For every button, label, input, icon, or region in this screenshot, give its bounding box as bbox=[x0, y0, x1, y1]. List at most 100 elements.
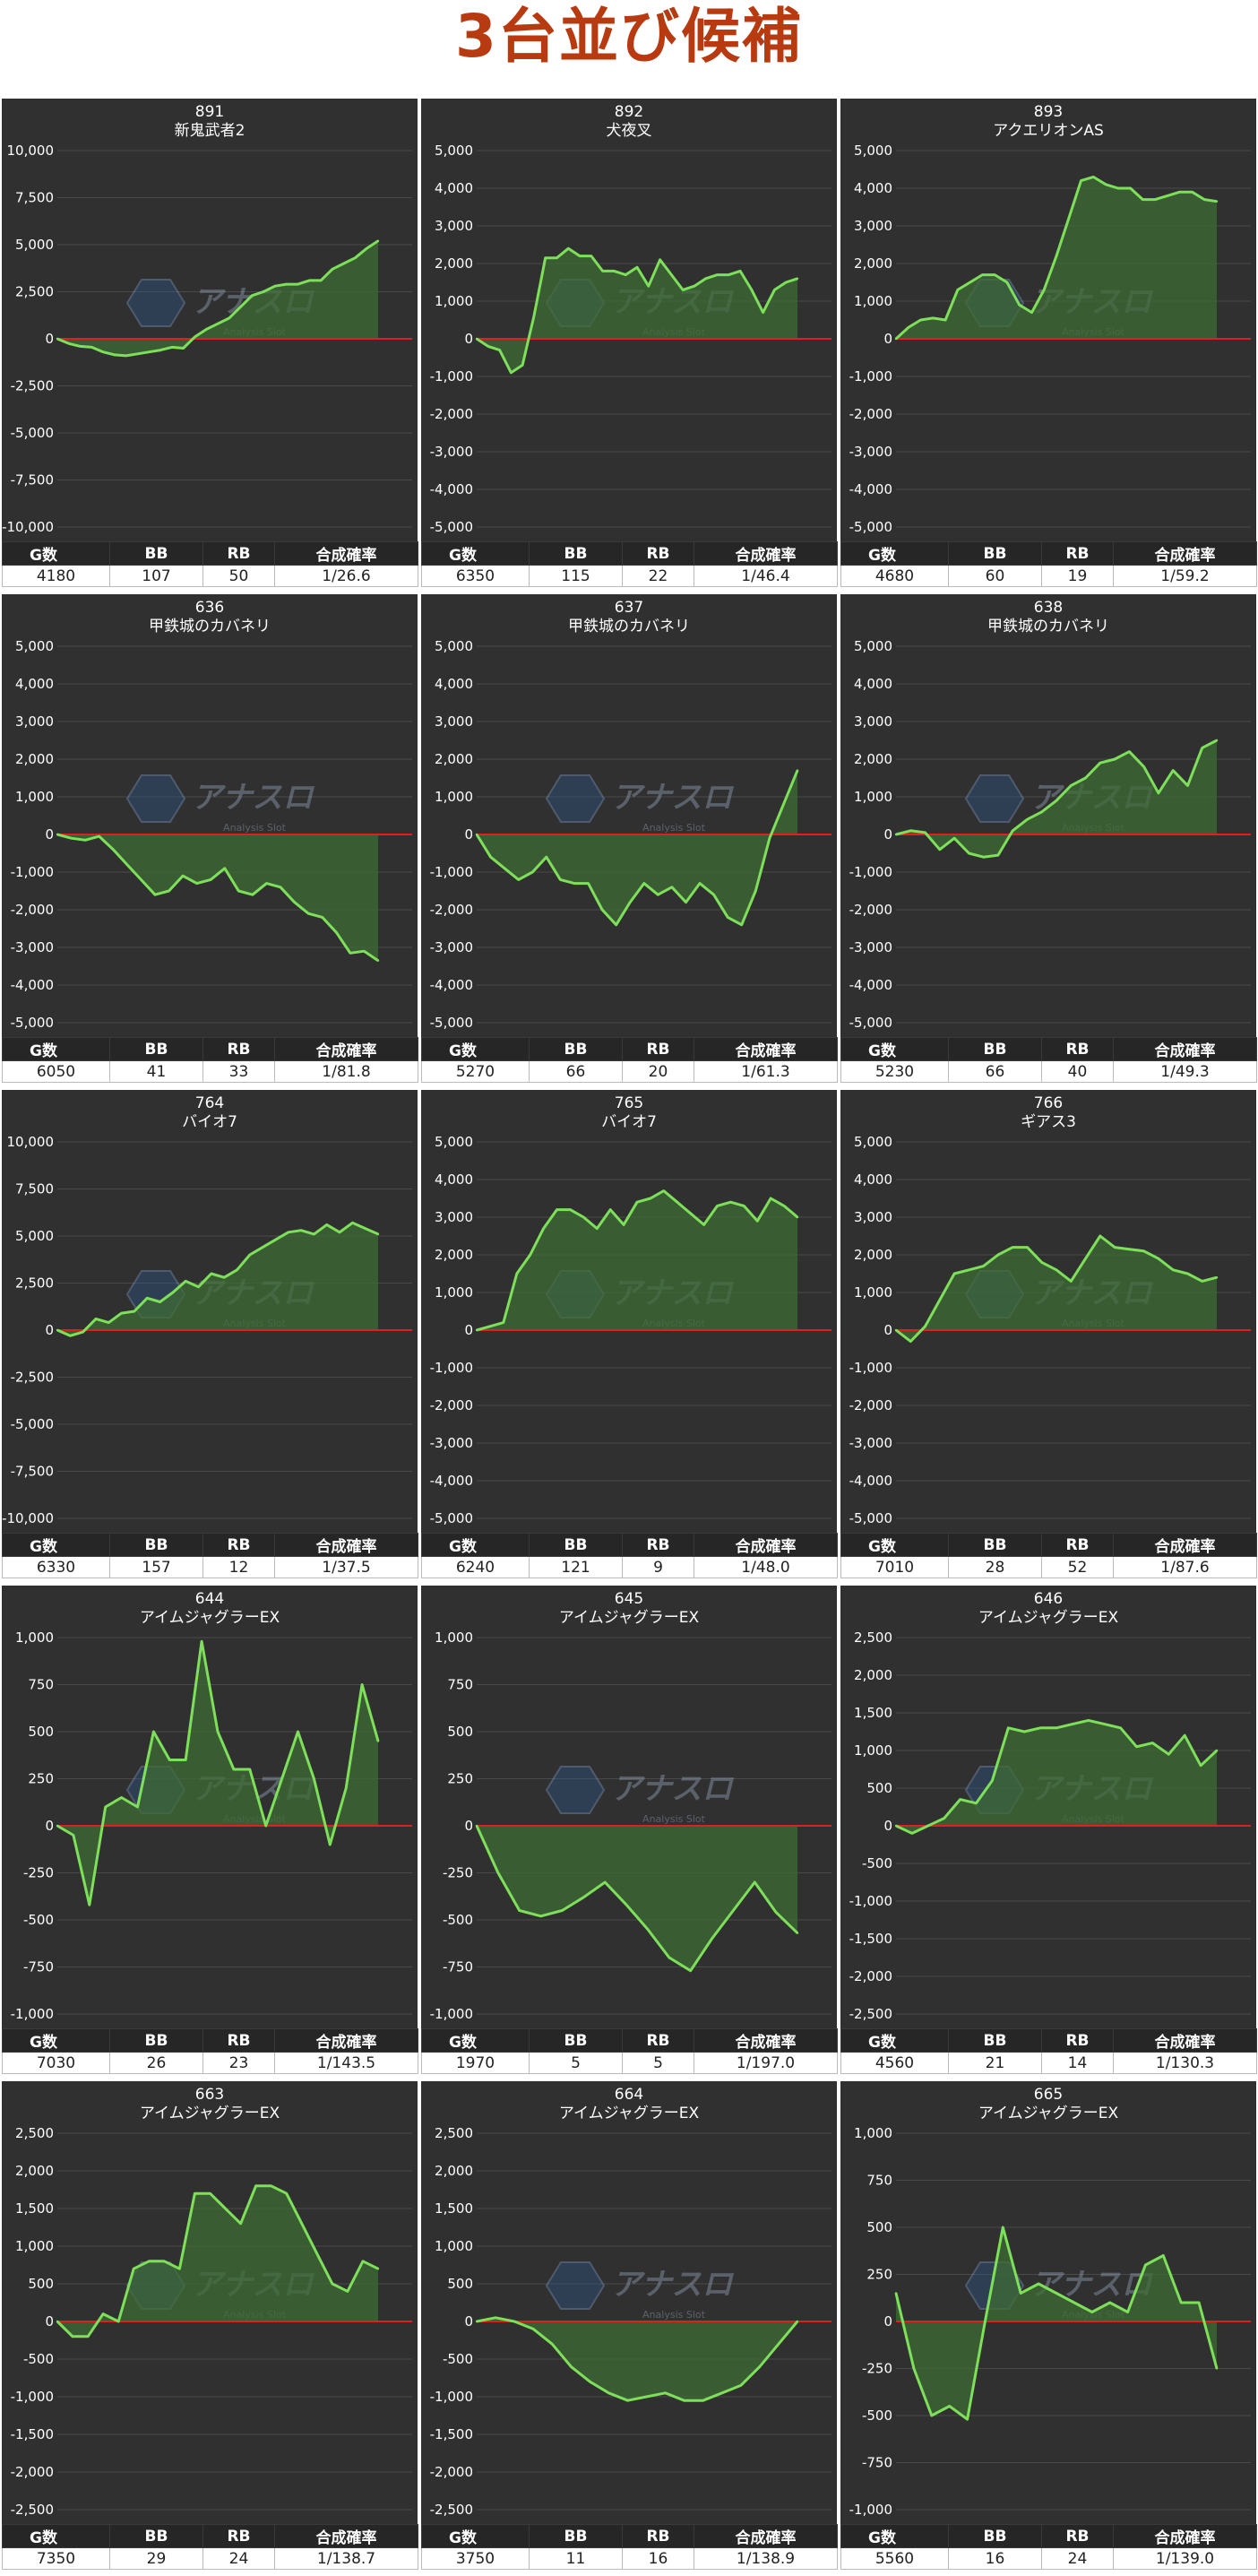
data-point bbox=[136, 1805, 139, 1809]
data-point bbox=[104, 1805, 107, 1809]
data-point bbox=[542, 1227, 545, 1230]
y-tick-label: -2,000 bbox=[11, 2464, 54, 2480]
stats-header: BB bbox=[529, 541, 623, 566]
data-point bbox=[108, 1321, 110, 1324]
stats-table: G数 BB RB 合成確率 6050 41 33 1/81.8 bbox=[2, 1037, 418, 1083]
data-point bbox=[909, 829, 912, 832]
y-tick-label: -1,000 bbox=[430, 1360, 473, 1376]
y-tick-label: -3,000 bbox=[430, 939, 473, 955]
data-point bbox=[1018, 304, 1021, 307]
data-point bbox=[1168, 1753, 1170, 1756]
data-point bbox=[223, 867, 226, 869]
y-tick-label: 1,000 bbox=[435, 1284, 473, 1301]
stats-header: G数 bbox=[2, 541, 110, 566]
series-area bbox=[57, 834, 378, 961]
y-tick-label: -2,000 bbox=[849, 1968, 892, 1984]
data-point bbox=[1073, 2301, 1076, 2304]
data-point bbox=[360, 1683, 364, 1686]
data-point bbox=[1070, 1280, 1073, 1283]
data-point bbox=[894, 1824, 898, 1828]
chart-panel: 764 バイオ7 10,000 7,500 5,000 2,500 0 -2,500 -5,00… bbox=[2, 1090, 418, 1585]
watermark-tagline: Analysis Slot bbox=[642, 1813, 706, 1825]
data-point bbox=[1191, 191, 1193, 194]
data-point bbox=[140, 878, 142, 881]
y-tick-label: -4,000 bbox=[849, 977, 892, 993]
data-point bbox=[716, 273, 719, 276]
stat-probability: 1/143.5 bbox=[274, 2052, 418, 2074]
data-point bbox=[279, 886, 282, 888]
data-point bbox=[315, 2252, 318, 2255]
y-tick-label: -2,500 bbox=[849, 2006, 892, 2022]
data-point bbox=[1040, 1261, 1043, 1264]
y-tick-label: 2,500 bbox=[15, 1275, 54, 1292]
data-point bbox=[740, 923, 743, 926]
watermark-brand: アナスロ bbox=[611, 780, 734, 816]
data-point bbox=[287, 1231, 289, 1233]
data-point bbox=[1215, 200, 1219, 203]
data-point bbox=[649, 1197, 652, 1200]
stat-rb: 24 bbox=[1041, 2547, 1114, 2570]
data-point bbox=[194, 335, 196, 339]
chart-subtitle: ギアス3 bbox=[1021, 1113, 1076, 1131]
stat-bb: 107 bbox=[109, 565, 203, 587]
stats-header: RB bbox=[1041, 1533, 1114, 1557]
data-point bbox=[544, 256, 547, 259]
data-point bbox=[768, 837, 771, 840]
stat-probability: 1/130.3 bbox=[1113, 2052, 1257, 2074]
stat-games: 4180 bbox=[2, 565, 110, 587]
data-point bbox=[712, 894, 715, 896]
y-tick-label: -4,000 bbox=[11, 977, 54, 993]
stats-header: 合成確率 bbox=[694, 2028, 838, 2053]
y-tick-label: 250 bbox=[28, 1771, 54, 1787]
y-tick-label: 250 bbox=[447, 1771, 473, 1787]
data-point bbox=[531, 870, 534, 874]
data-point bbox=[642, 882, 645, 885]
stats-header: 合成確率 bbox=[1113, 1533, 1257, 1557]
y-tick-label: -500 bbox=[862, 2407, 892, 2424]
data-point bbox=[613, 270, 616, 272]
data-point bbox=[1007, 1726, 1010, 1729]
data-point bbox=[1113, 757, 1116, 761]
y-tick-label: -250 bbox=[862, 2361, 892, 2377]
data-point bbox=[668, 1956, 670, 1959]
data-point bbox=[168, 889, 170, 893]
data-point bbox=[1055, 1726, 1058, 1729]
data-point bbox=[796, 769, 799, 772]
y-tick-label: -3,000 bbox=[430, 444, 473, 460]
data-point bbox=[1142, 1249, 1145, 1252]
stats-header: BB bbox=[109, 1037, 203, 1061]
chart-title: 664 bbox=[615, 2086, 643, 2104]
data-point bbox=[1070, 784, 1073, 787]
y-tick-label: -4,000 bbox=[430, 481, 473, 497]
y-tick-label: 2,000 bbox=[435, 255, 473, 272]
data-point bbox=[71, 2335, 74, 2338]
y-tick-label: 0 bbox=[883, 2313, 892, 2330]
series-area bbox=[57, 240, 378, 356]
data-point bbox=[475, 833, 478, 836]
data-point bbox=[351, 1222, 354, 1224]
y-tick-label: 0 bbox=[45, 1818, 54, 1834]
chart-panel: 893 アクエリオンAS 5,000 4,000 3,000 2,000 1,000 0 -1,… bbox=[840, 99, 1257, 593]
data-point bbox=[338, 1231, 341, 1233]
y-tick-label: 1,000 bbox=[854, 2125, 892, 2141]
data-point bbox=[494, 2316, 497, 2319]
data-point bbox=[1201, 1280, 1203, 1283]
chart-panel: 645 アイムジャグラーEX 1,000 750 500 250 0 -250 -500 -750… bbox=[421, 1586, 838, 2080]
data-point bbox=[88, 1904, 91, 1906]
data-point bbox=[559, 878, 562, 881]
data-point bbox=[587, 882, 590, 885]
data-point bbox=[604, 1880, 607, 1884]
data-point bbox=[996, 853, 1000, 857]
data-point bbox=[782, 803, 785, 806]
data-point bbox=[758, 2365, 762, 2368]
data-point bbox=[1178, 191, 1181, 194]
data-point bbox=[265, 882, 268, 885]
chart-panel: 766 ギアス3 5,000 4,000 3,000 2,000 1,000 0 -1,000 -… bbox=[840, 1090, 1257, 1585]
data-point bbox=[569, 1208, 572, 1211]
data-point bbox=[251, 894, 254, 896]
chart-panel: 892 犬夜叉 5,000 4,000 3,000 2,000 1,000 0 -1,000 -2… bbox=[421, 99, 838, 593]
y-tick-label: -2,000 bbox=[849, 902, 892, 918]
data-point bbox=[510, 371, 513, 374]
y-tick-label: -2,500 bbox=[11, 1370, 54, 1386]
chart-title: 766 bbox=[1034, 1094, 1063, 1112]
